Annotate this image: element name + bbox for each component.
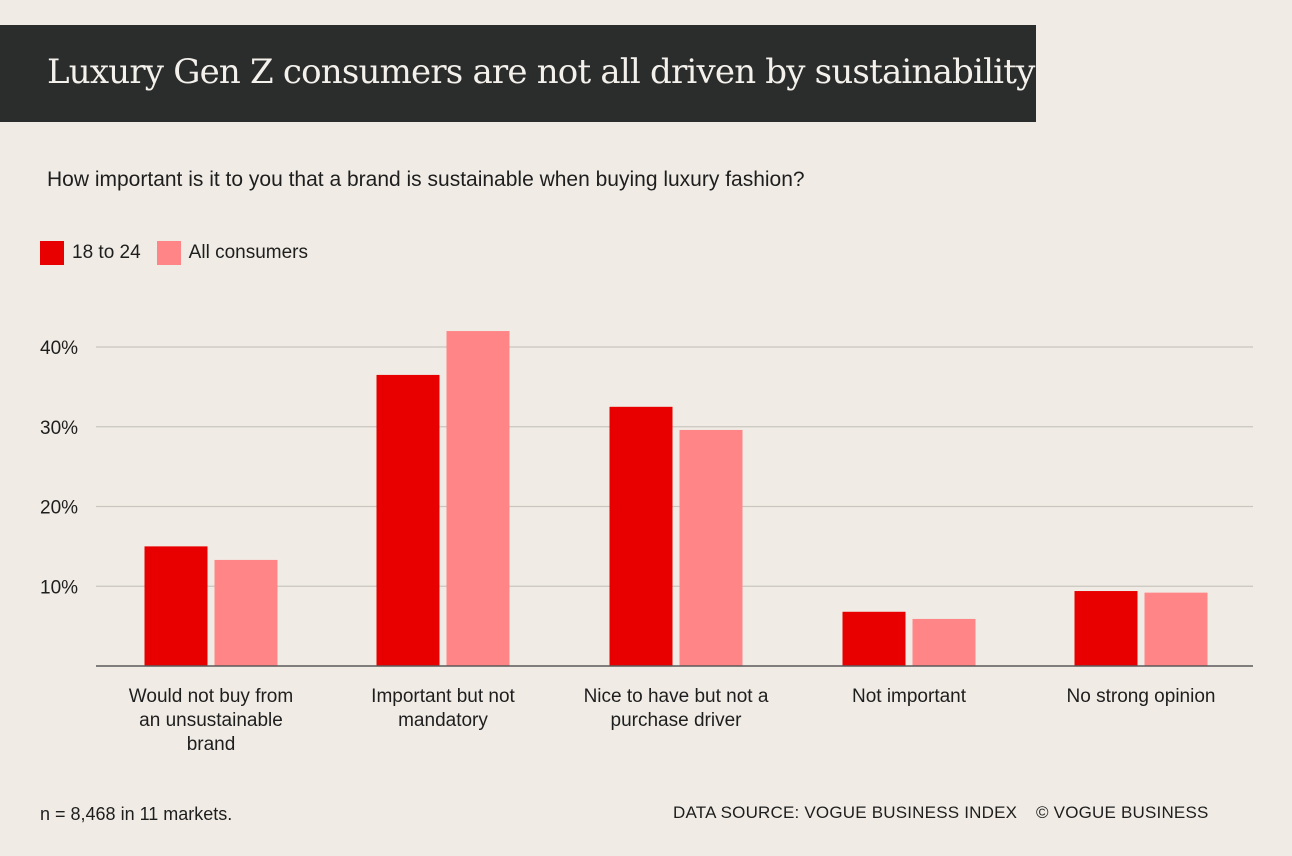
bar-all-consumers xyxy=(1144,592,1208,666)
x-tick-label: Nice to have but not a purchase driver xyxy=(566,685,786,733)
x-tick-label: Not important xyxy=(799,685,1019,709)
legend-swatch-18-to-24 xyxy=(40,241,64,265)
bar-18-to-24 xyxy=(842,611,906,666)
bar-18-to-24 xyxy=(376,374,440,666)
chart-subtitle: How important is it to you that a brand … xyxy=(47,168,805,191)
bar-all-consumers xyxy=(679,429,743,666)
title-bar xyxy=(0,25,1036,122)
bar-18-to-24 xyxy=(609,406,673,666)
x-tick-label: Important but not mandatory xyxy=(333,685,553,733)
x-tick-label-line: brand xyxy=(186,734,236,755)
x-tick-label: Would not buy from an unsustainable brand xyxy=(101,685,321,757)
x-tick-label-line: purchase driver xyxy=(610,710,742,731)
x-tick-label-line: Nice to have but not a xyxy=(583,686,769,707)
y-tick-label: 10% xyxy=(40,577,78,598)
copyright: © VOGUE BUSINESS xyxy=(1036,803,1209,822)
x-tick-label-line: Important but not xyxy=(371,686,515,707)
bar-all-consumers xyxy=(446,331,510,666)
x-tick-label-line: No strong opinion xyxy=(1066,686,1216,707)
chart-title: Luxury Gen Z consumers are not all drive… xyxy=(47,52,1035,92)
x-tick-label: No strong opinion xyxy=(1031,685,1251,709)
legend-item-18-to-24: 18 to 24 xyxy=(40,241,141,265)
sample-size-note: n = 8,468 in 11 markets. xyxy=(40,804,233,824)
legend: 18 to 24 All consumers xyxy=(40,241,324,265)
bar-18-to-24 xyxy=(1074,591,1138,666)
data-source: DATA SOURCE: VOGUE BUSINESS INDEX xyxy=(673,803,1018,822)
legend-label-all-consumers: All consumers xyxy=(188,242,308,263)
legend-item-all-consumers: All consumers xyxy=(156,241,308,265)
legend-swatch-all-consumers xyxy=(156,241,181,265)
y-tick-label: 40% xyxy=(40,338,78,359)
y-tick-label: 30% xyxy=(40,418,78,439)
legend-label-18-to-24: 18 to 24 xyxy=(72,242,141,263)
x-tick-label-line: Would not buy from xyxy=(128,686,294,707)
bar-18-to-24 xyxy=(144,546,208,666)
bar-all-consumers xyxy=(214,559,278,666)
x-tick-label-line: an unsustainable xyxy=(139,710,283,731)
x-tick-label-line: mandatory xyxy=(398,710,488,731)
x-tick-label-line: Not important xyxy=(851,686,967,707)
y-tick-label: 20% xyxy=(40,498,78,519)
bar-all-consumers xyxy=(912,618,976,666)
